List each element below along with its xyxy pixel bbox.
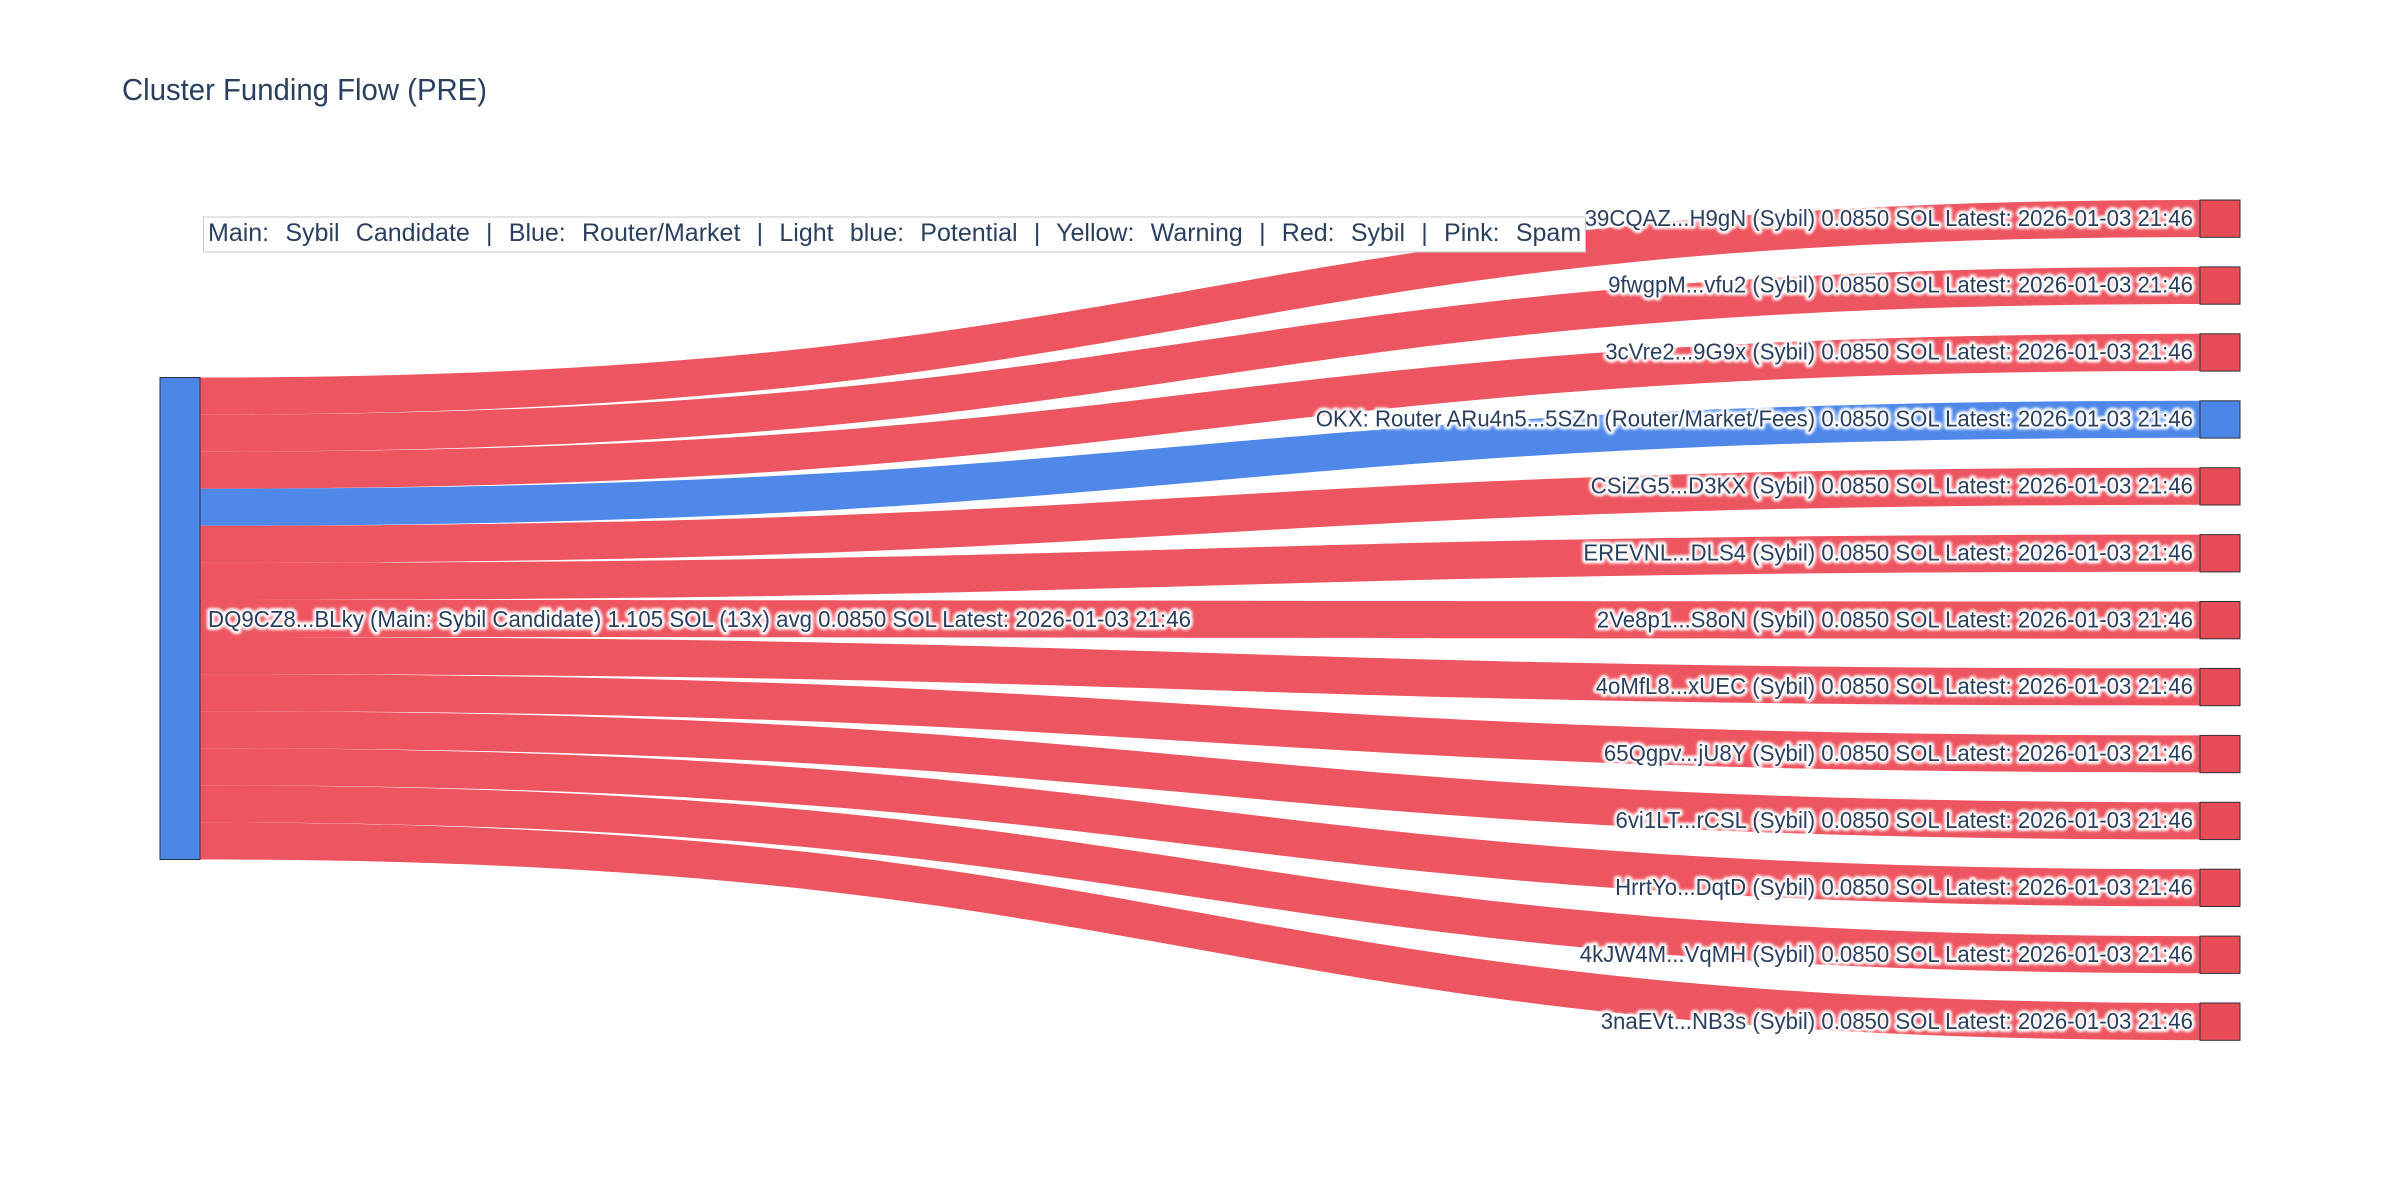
svg-text:3cVre2...9G9x (Sybil) 0.0850 S: 3cVre2...9G9x (Sybil) 0.0850 SOL Latest:… — [1605, 339, 2193, 365]
svg-text:65Qgpv...jU8Y (Sybil) 0.0850 S: 65Qgpv...jU8Y (Sybil) 0.0850 SOL Latest:… — [1604, 740, 2193, 766]
svg-text:Cluster Funding Flow (PRE): Cluster Funding Flow (PRE) — [122, 72, 487, 107]
svg-text:9fwgpM...vfu2 (Sybil) 0.0850 S: 9fwgpM...vfu2 (Sybil) 0.0850 SOL Latest:… — [1608, 272, 2193, 298]
svg-text:39CQAZ...H9gN (Sybil) 0.0850 S: 39CQAZ...H9gN (Sybil) 0.0850 SOL Latest:… — [1585, 205, 2193, 231]
svg-text:39CQAZ...H9gN (Sybil) 0.0850 S: 39CQAZ...H9gN (Sybil) 0.0850 SOL Latest:… — [1585, 205, 2193, 231]
svg-text:65Qgpv...jU8Y (Sybil) 0.0850 S: 65Qgpv...jU8Y (Sybil) 0.0850 SOL Latest:… — [1604, 740, 2193, 766]
svg-text:4oMfL8...xUEC (Sybil) 0.0850 S: 4oMfL8...xUEC (Sybil) 0.0850 SOL Latest:… — [1596, 673, 2193, 699]
svg-text:OKX: Router ARu4n5...5SZn (Rou: OKX: Router ARu4n5...5SZn (Router/Market… — [1316, 406, 2193, 432]
svg-text:4kJW4M...VqMH (Sybil) 0.0850 S: 4kJW4M...VqMH (Sybil) 0.0850 SOL Latest:… — [1580, 941, 2193, 967]
svg-text:6vi1LT...rCSL (Sybil) 0.0850 S: 6vi1LT...rCSL (Sybil) 0.0850 SOL Latest:… — [1616, 807, 2194, 833]
svg-text:Main: Sybil Candidate | Blue:: Main: Sybil Candidate | Blue: Router/Mar… — [208, 219, 1581, 247]
svg-text:9fwgpM...vfu2 (Sybil) 0.0850 S: 9fwgpM...vfu2 (Sybil) 0.0850 SOL Latest:… — [1608, 272, 2193, 298]
svg-text:4oMfL8...xUEC (Sybil) 0.0850 S: 4oMfL8...xUEC (Sybil) 0.0850 SOL Latest:… — [1596, 673, 2193, 699]
svg-text:EREVNL...DLS4 (Sybil) 0.0850 S: EREVNL...DLS4 (Sybil) 0.0850 SOL Latest:… — [1583, 539, 2193, 565]
svg-text:DQ9CZ8...BLky (Main: Sybil Can: DQ9CZ8...BLky (Main: Sybil Candidate) 1.… — [208, 606, 1191, 632]
svg-text:HrrtYo...DqtD (Sybil) 0.0850 S: HrrtYo...DqtD (Sybil) 0.0850 SOL Latest:… — [1615, 874, 2193, 900]
svg-text:CSiZG5...D3KX (Sybil) 0.0850 S: CSiZG5...D3KX (Sybil) 0.0850 SOL Latest:… — [1591, 472, 2193, 498]
svg-text:2Ve8p1...S8oN (Sybil) 0.0850 S: 2Ve8p1...S8oN (Sybil) 0.0850 SOL Latest:… — [1597, 606, 2193, 632]
svg-text:OKX: Router ARu4n5...5SZn (Rou: OKX: Router ARu4n5...5SZn (Router/Market… — [1316, 406, 2193, 432]
svg-text:6vi1LT...rCSL (Sybil) 0.0850 S: 6vi1LT...rCSL (Sybil) 0.0850 SOL Latest:… — [1616, 807, 2194, 833]
svg-text:DQ9CZ8...BLky (Main: Sybil Can: DQ9CZ8...BLky (Main: Sybil Candidate) 1.… — [208, 606, 1191, 632]
svg-text:3naEVt...NB3s (Sybil) 0.0850 S: 3naEVt...NB3s (Sybil) 0.0850 SOL Latest:… — [1601, 1008, 2193, 1034]
svg-text:4kJW4M...VqMH (Sybil) 0.0850 S: 4kJW4M...VqMH (Sybil) 0.0850 SOL Latest:… — [1580, 941, 2193, 967]
svg-text:HrrtYo...DqtD (Sybil) 0.0850 S: HrrtYo...DqtD (Sybil) 0.0850 SOL Latest:… — [1615, 874, 2193, 900]
svg-text:3naEVt...NB3s (Sybil) 0.0850 S: 3naEVt...NB3s (Sybil) 0.0850 SOL Latest:… — [1601, 1008, 2193, 1034]
svg-text:CSiZG5...D3KX (Sybil) 0.0850 S: CSiZG5...D3KX (Sybil) 0.0850 SOL Latest:… — [1591, 472, 2193, 498]
svg-text:2Ve8p1...S8oN (Sybil) 0.0850 S: 2Ve8p1...S8oN (Sybil) 0.0850 SOL Latest:… — [1597, 606, 2193, 632]
svg-text:3cVre2...9G9x (Sybil) 0.0850 S: 3cVre2...9G9x (Sybil) 0.0850 SOL Latest:… — [1605, 339, 2193, 365]
svg-text:EREVNL...DLS4 (Sybil) 0.0850 S: EREVNL...DLS4 (Sybil) 0.0850 SOL Latest:… — [1583, 539, 2193, 565]
